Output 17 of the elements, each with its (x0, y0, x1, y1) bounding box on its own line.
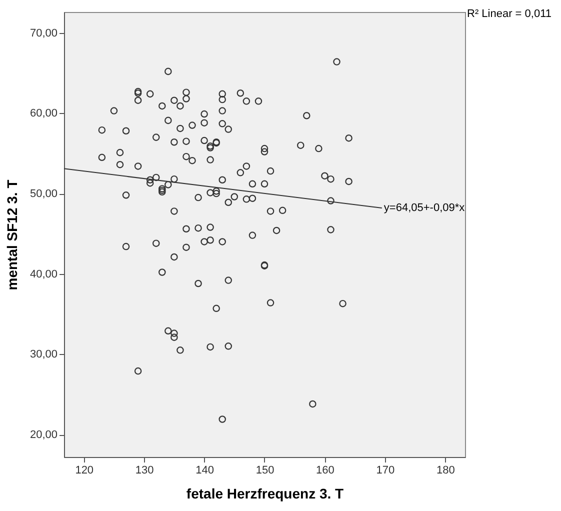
x-tick-label: 180 (436, 464, 455, 476)
y-axis-title: mental SF12 3. T (4, 179, 20, 290)
y-tick-label: 60,00 (30, 108, 58, 120)
x-tick-label: 170 (376, 464, 395, 476)
y-tick-label: 40,00 (30, 268, 58, 280)
x-axis-title: fetale Herzfrequenz 3. T (186, 486, 344, 502)
x-tick-label: 150 (256, 464, 274, 476)
y-tick-label: 50,00 (30, 188, 58, 200)
y-tick-label: 20,00 (30, 429, 58, 442)
annotation: y=64,05+-0,09*x (384, 202, 466, 214)
x-tick-label: 140 (196, 464, 214, 476)
text: R² Linear = 0,011 (467, 8, 552, 20)
y-tick-label: 30,00 (30, 348, 58, 361)
x-tick-label: 160 (316, 464, 334, 476)
y-tick-label: 70,00 (30, 27, 58, 40)
x-tick-label: 120 (75, 464, 94, 476)
x-tick-label: 130 (135, 464, 154, 476)
